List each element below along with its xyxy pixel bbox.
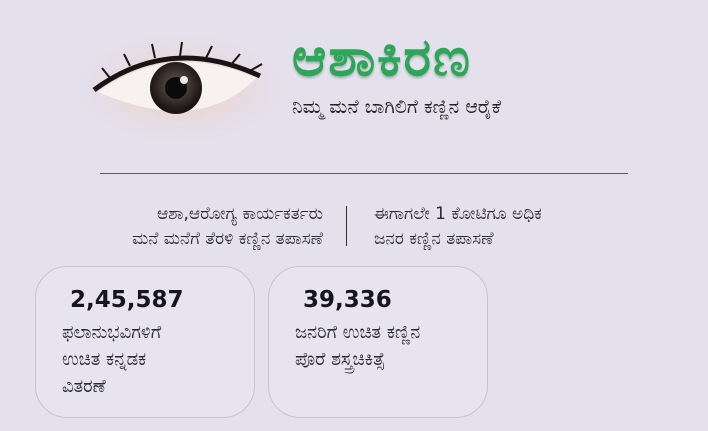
desc-line: ವಿತರಣೆ <box>62 376 106 397</box>
stat-description: ಫಲಾನುಭವಿಗಳಿಗೆ ಉಚಿತ ಕನ್ನಡಕ ವಿತರಣೆ <box>62 319 161 400</box>
stat-card-surgery: 39,336 ಜನರಿಗೆ ಉಚಿತ ಕಣ್ಣಿನ ಪೊರೆ ಶಸ್ತ್ರಚಿಕ… <box>268 266 488 418</box>
stat-description: ಜನರಿಗೆ ಉಚಿತ ಕಣ್ಣಿನ ಪೊರೆ ಶಸ್ತ್ರಚಿಕಿತ್ಸೆ <box>295 319 420 373</box>
stat-card-spectacles: 2,45,587 ಫಲಾನುಭವಿಗಳಿಗೆ ಉಚಿತ ಕನ್ನಡಕ ವಿತರಣ… <box>35 266 255 418</box>
desc-line: ಫಲಾನುಭವಿಗಳಿಗೆ <box>62 322 162 343</box>
info-left-line: ಮನೆ ಮನೆಗೆ ತೆರಳಿ ಕಣ್ಣಿನ ತಪಾಸಣೆ <box>132 229 323 249</box>
divider <box>100 173 628 174</box>
desc-line: ಜನರಿಗೆ ಉಚಿತ ಕಣ್ಣಿನ <box>295 322 421 343</box>
info-left: ಆಶಾ,ಆರೋಗ್ಯ ಕಾರ್ಯಕರ್ತರು ಮನೆ ಮನೆಗೆ ತೆರಳಿ ಕ… <box>38 202 323 252</box>
brand-title: ಆಶಾಕಿರಣ <box>292 28 472 88</box>
info-left-line: ಆಶಾ,ಆರೋಗ್ಯ ಕಾರ್ಯಕರ್ತರು <box>156 204 323 224</box>
eye-illustration <box>80 36 280 140</box>
info-right-line: ಈಗಾಗಲೇ 1 ಕೋಟಿಗೂ ಅಧಿಕ <box>374 204 542 224</box>
stat-number: 2,45,587 <box>70 287 184 313</box>
info-right: ಈಗಾಗಲೇ 1 ಕೋಟಿಗೂ ಅಧಿಕ ಜನರ ಕಣ್ಣಿನ ತಪಾಸಣೆ <box>374 202 664 252</box>
desc-line: ಉಚಿತ ಕನ್ನಡಕ <box>62 349 147 370</box>
desc-line: ಪೊರೆ ಶಸ್ತ್ರಚಿಕಿತ್ಸೆ <box>295 349 386 370</box>
vertical-divider <box>346 206 347 246</box>
info-right-line: ಜನರ ಕಣ್ಣಿನ ತಪಾಸಣೆ <box>374 229 494 249</box>
stat-number: 39,336 <box>303 287 392 313</box>
tagline: ನಿಮ್ಮ ಮನೆ ಬಾಗಿಲಿಗೆ ಕಣ್ಣಿನ ಆರೈಕೆ <box>292 96 502 118</box>
